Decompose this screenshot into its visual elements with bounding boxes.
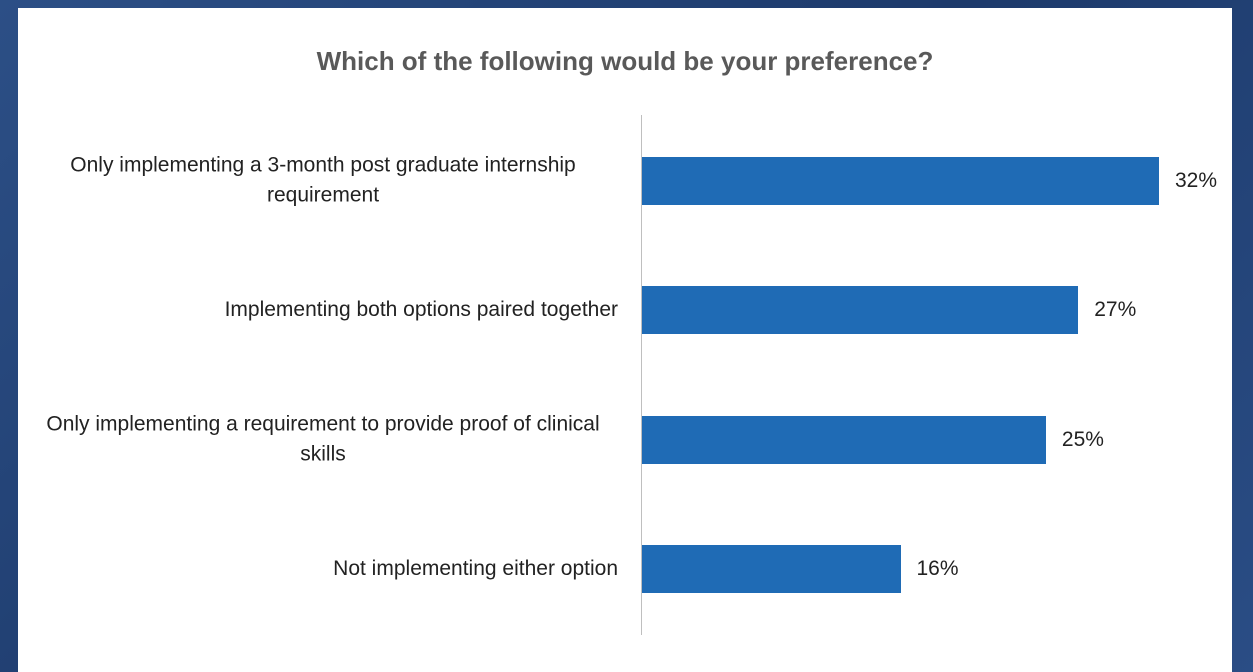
category-label: Not implementing either option [333, 556, 618, 580]
bar [642, 415, 1046, 464]
category-label-row: Implementing both options paired togethe… [28, 295, 618, 325]
category-label: Only implementing a 3-month post graduat… [70, 153, 576, 207]
chart-title: Which of the following would be your pre… [316, 46, 934, 76]
data-label: 32% [1175, 169, 1218, 192]
chart: Which of the following would be your pre… [18, 8, 1232, 672]
category-label: Implementing both options paired togethe… [224, 298, 618, 322]
category-label-row: Not implementing either option [28, 554, 618, 584]
data-label: 16% [916, 556, 959, 580]
category-label: Only implementing a requirement to provi… [46, 412, 600, 466]
bar [642, 286, 1079, 335]
category-axis [641, 115, 642, 635]
bar [642, 157, 1159, 205]
category-label-row: Only implementing a 3-month post graduat… [28, 151, 618, 212]
data-label: 25% [1061, 427, 1104, 451]
data-label: 27% [1094, 298, 1137, 322]
bar [642, 544, 901, 593]
category-label-row: Only implementing a requirement to provi… [28, 409, 618, 470]
